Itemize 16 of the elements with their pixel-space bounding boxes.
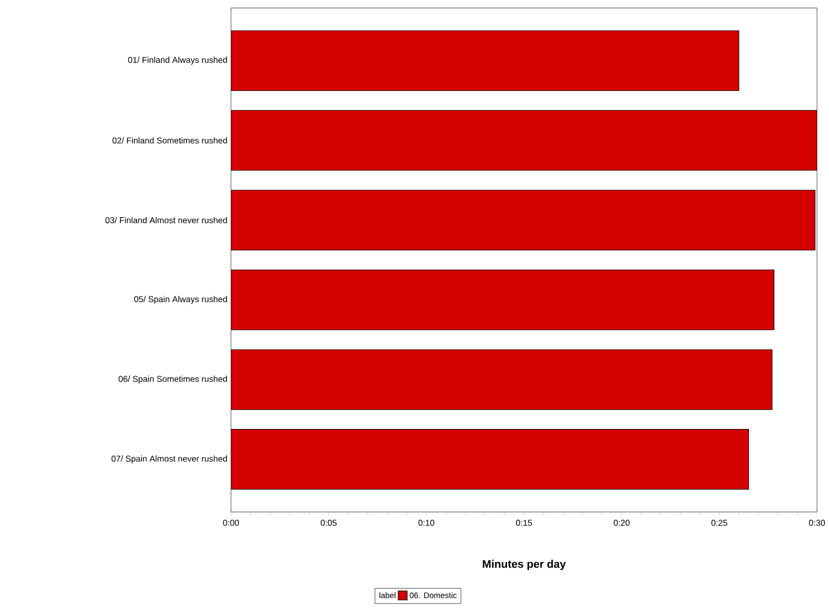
x-axis-title: Minutes per day [482, 560, 566, 570]
x-tick-label: 0:15 [516, 520, 532, 526]
legend-title: label [380, 592, 396, 598]
x-tick-label: 0:20 [614, 520, 630, 526]
legend-label: 06. Domestic [410, 592, 457, 598]
y-tick-label: 07/ Spain Almost never rushed [112, 455, 227, 464]
y-tick-label: 02/ Finland Sometimes rushed [112, 137, 227, 144]
x-tick-label: 0:30 [809, 520, 825, 526]
y-tick-label: 01/ Finland Always rushed [128, 56, 227, 65]
y-tick-label: 03/ Finland Almost never rushed [105, 216, 227, 224]
x-tick-label: 0:10 [418, 520, 434, 526]
x-tick-label: 0:05 [320, 520, 337, 526]
y-tick-label: 06/ Spain Sometimes rushed [118, 376, 227, 384]
x-tick-label: 0:00 [223, 520, 239, 526]
x-tick-label: 0:25 [711, 520, 728, 526]
y-tick-label: 05/ Spain Always rushed [134, 296, 227, 304]
